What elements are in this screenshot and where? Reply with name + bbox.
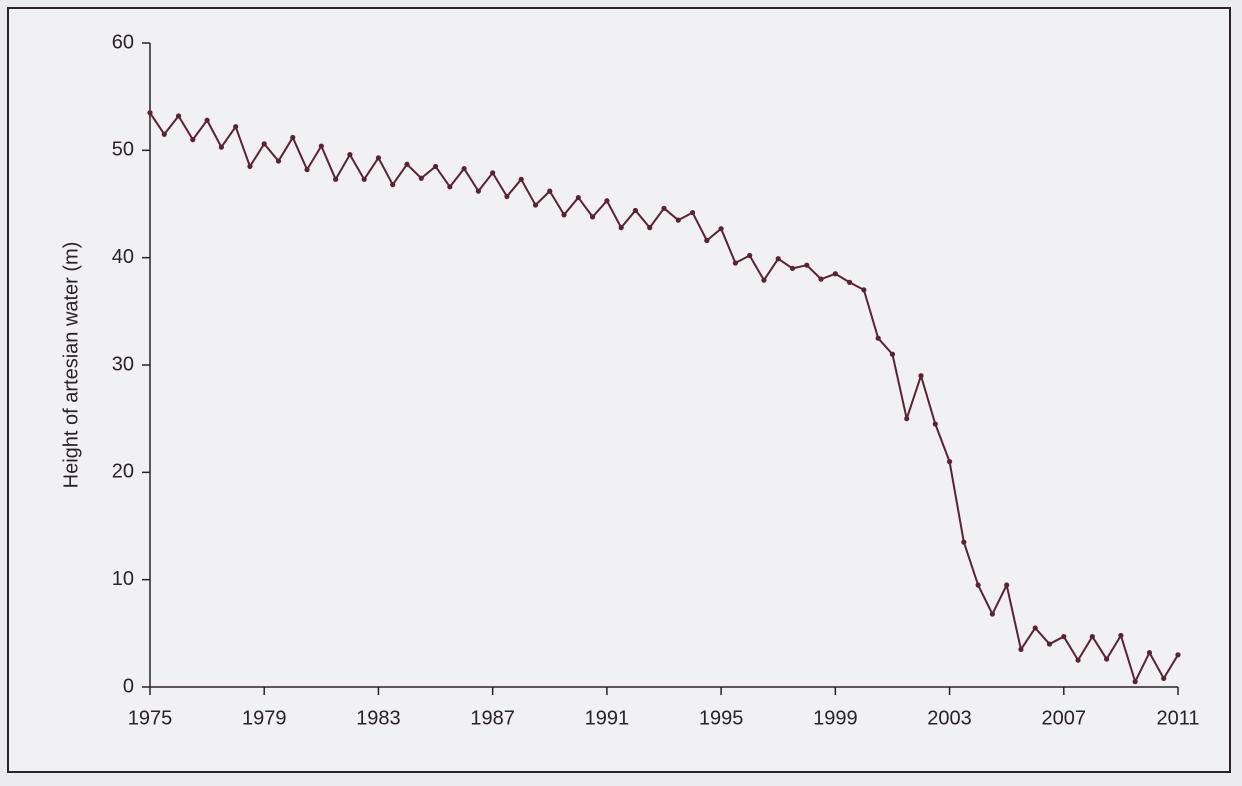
data-point (475, 188, 481, 194)
data-point (504, 193, 510, 200)
data-point (432, 163, 439, 170)
data-point (1175, 652, 1181, 658)
y-tick-label: 0 (123, 675, 134, 697)
data-point (532, 202, 539, 208)
data-point (247, 163, 253, 170)
data-point (1161, 675, 1167, 682)
data-point (1104, 656, 1110, 662)
data-point (204, 117, 210, 123)
y-tick-label: 10 (112, 568, 134, 590)
x-tick-label: 1975 (128, 707, 173, 729)
y-axis-label: Height of artesian water (m) (60, 242, 82, 489)
data-point (732, 260, 738, 266)
data-point (275, 158, 282, 164)
data-point (961, 539, 967, 545)
data-point (590, 214, 596, 220)
x-tick-label: 1995 (699, 707, 744, 729)
data-point (1075, 657, 1081, 663)
data-point (847, 279, 853, 285)
data-point (989, 611, 995, 617)
data-point (575, 194, 581, 201)
x-tick-label: 1987 (470, 707, 515, 729)
x-tick-label: 1979 (242, 707, 287, 729)
data-point (689, 209, 696, 216)
data-point (704, 237, 710, 244)
data-point (618, 225, 624, 231)
data-point (1046, 641, 1053, 647)
data-point (789, 265, 796, 271)
data-point (818, 276, 824, 282)
data-point (147, 110, 153, 116)
data-point (347, 152, 353, 158)
data-point (761, 277, 767, 283)
data-point (1061, 633, 1067, 640)
data-point (518, 176, 524, 182)
data-point (547, 188, 553, 194)
data-point (1018, 646, 1024, 653)
data-point (304, 167, 310, 173)
chart-frame (7, 7, 1231, 773)
data-point (632, 207, 639, 214)
data-point (1004, 582, 1010, 588)
data-point (490, 170, 496, 176)
data-point (404, 161, 410, 167)
y-tick-label: 60 (112, 31, 134, 53)
data-point (747, 252, 753, 259)
data-point (233, 124, 239, 130)
data-point (889, 351, 896, 357)
data-point (661, 205, 667, 211)
data-point (175, 113, 182, 119)
data-point (333, 176, 339, 182)
x-tick-label: 2011 (1156, 707, 1199, 729)
data-point (946, 459, 953, 465)
data-point (1118, 632, 1124, 639)
data-point (390, 182, 396, 188)
y-tick-label: 40 (112, 246, 134, 268)
data-point (161, 131, 167, 137)
data-point (904, 416, 910, 422)
data-point (861, 287, 867, 293)
y-tick-label: 30 (112, 353, 134, 375)
data-point (318, 143, 324, 149)
data-point (975, 582, 981, 588)
data-point (604, 198, 610, 204)
data-point (561, 212, 567, 218)
data-point (1032, 625, 1038, 631)
data-point (261, 141, 267, 147)
data-point (461, 165, 467, 172)
data-point (1132, 679, 1138, 685)
data-point (647, 225, 653, 231)
data-point (675, 217, 681, 223)
data-point (918, 373, 924, 379)
y-tick-label: 20 (112, 461, 134, 483)
x-tick-label: 1991 (585, 707, 630, 729)
x-tick-label: 2007 (1042, 707, 1087, 729)
data-point (875, 335, 881, 341)
data-point (218, 144, 224, 150)
data-point (775, 256, 781, 262)
x-tick-label: 2003 (927, 707, 972, 729)
x-tick-label: 1999 (813, 707, 858, 729)
data-point (375, 155, 382, 161)
data-point (932, 421, 938, 427)
data-point (718, 226, 724, 232)
data-point (804, 262, 810, 268)
x-tick-label: 1983 (356, 707, 401, 729)
data-point (1146, 650, 1153, 656)
data-point (418, 175, 424, 181)
y-tick-label: 50 (112, 139, 134, 161)
data-point (290, 134, 296, 141)
data-point (190, 137, 196, 143)
data-point (1089, 633, 1095, 640)
data-point (447, 184, 453, 190)
data-point (361, 176, 367, 182)
data-point (832, 271, 838, 277)
